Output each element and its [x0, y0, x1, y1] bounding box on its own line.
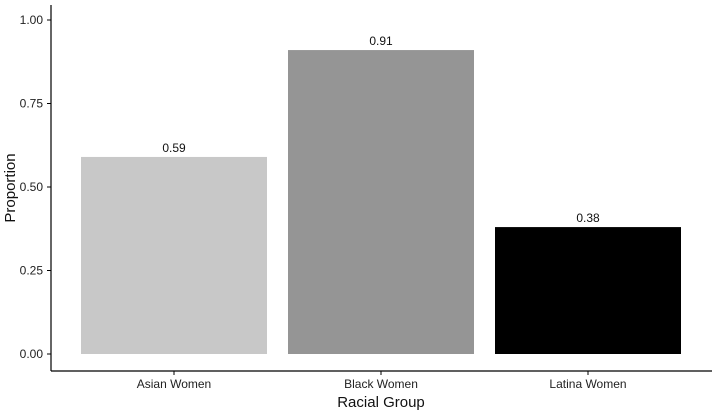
- x-tick-label-black-women: Black Women: [344, 377, 418, 391]
- y-axis-title: Proportion: [2, 153, 19, 222]
- data-label-latina-women: 0.38: [576, 211, 600, 225]
- x-tick-label-asian-women: Asian Women: [137, 377, 211, 391]
- bar-asian-women: [81, 156, 267, 354]
- bar-latina-women: [495, 227, 681, 354]
- y-tick-label: 1.00: [20, 13, 44, 27]
- y-tick-label: 0.25: [20, 264, 44, 278]
- bars-group: [81, 50, 681, 355]
- y-tick-label: 0.50: [20, 180, 44, 194]
- x-tick-label-latina-women: Latina Women: [549, 377, 626, 391]
- x-ticks-group: Asian Women Black Women Latina Women: [137, 371, 627, 391]
- data-labels-group: 0.59 0.91 0.38: [162, 34, 600, 225]
- y-tick-label: 0.00: [20, 347, 44, 361]
- x-axis-title: Racial Group: [337, 394, 425, 411]
- y-tick-label: 0.75: [20, 97, 44, 111]
- data-label-asian-women: 0.59: [162, 141, 186, 155]
- y-ticks-group: 0.00 0.25 0.50 0.75 1.00: [20, 13, 51, 361]
- bar-black-women: [288, 50, 474, 355]
- data-label-black-women: 0.91: [369, 34, 393, 48]
